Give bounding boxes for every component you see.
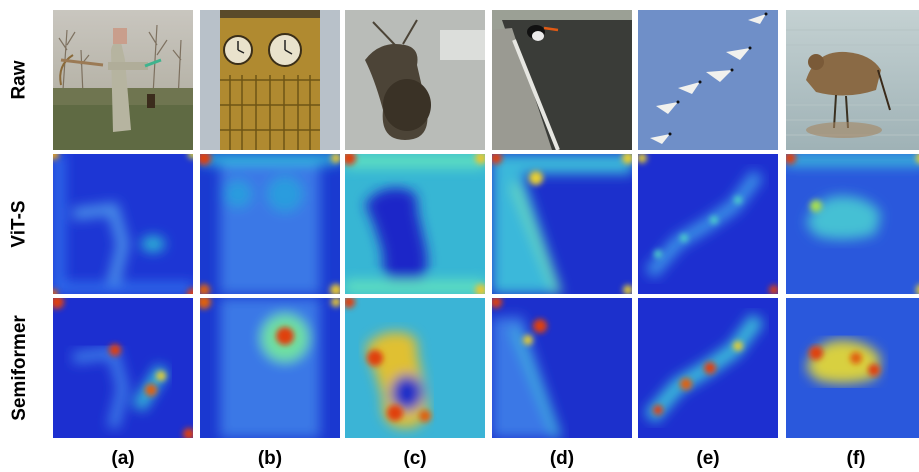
raw-image-b — [200, 10, 340, 150]
vit-heatmap-a — [53, 154, 193, 294]
column-label-e: (e) — [696, 448, 720, 469]
semiformer-heatmap-b — [200, 298, 340, 438]
vit-heatmap-e — [638, 154, 778, 294]
column-label-b: (b) — [257, 448, 283, 469]
column-label-a: (a) — [111, 448, 135, 469]
column-label-d: (d) — [549, 448, 575, 469]
column-label-c: (c) — [403, 448, 427, 469]
vit-heatmap-b — [200, 154, 340, 294]
row-label-raw: Raw — [8, 60, 30, 100]
semiformer-heatmap-e — [638, 298, 778, 438]
raw-image-c — [345, 10, 485, 150]
row-label-semiformer: Semiformer — [9, 315, 31, 421]
semiformer-heatmap-f — [786, 298, 919, 438]
semiformer-heatmap-d — [492, 298, 632, 438]
raw-image-d — [492, 10, 632, 150]
raw-image-f — [786, 10, 919, 150]
raw-image-e — [638, 10, 778, 150]
vit-heatmap-c — [345, 154, 485, 294]
vit-heatmap-d — [492, 154, 632, 294]
row-label-vit-s: ViT-S — [9, 200, 31, 248]
semiformer-heatmap-c — [345, 298, 485, 438]
column-label-f: (f) — [846, 448, 866, 469]
semiformer-heatmap-a — [53, 298, 193, 438]
vit-heatmap-f — [786, 154, 919, 294]
raw-image-a — [53, 10, 193, 150]
